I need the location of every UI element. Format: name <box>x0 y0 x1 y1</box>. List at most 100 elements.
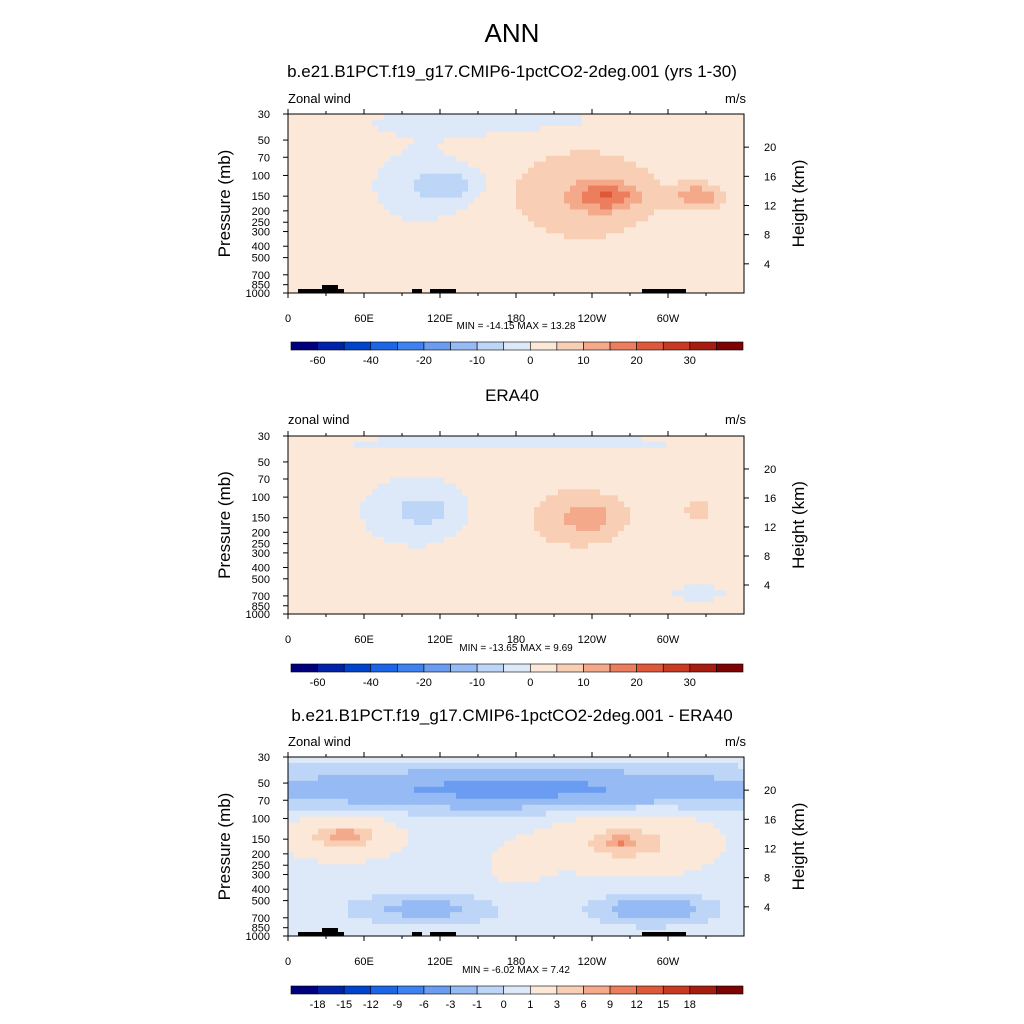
field-cell <box>510 215 517 222</box>
field-cell <box>570 119 577 127</box>
field-cell <box>720 221 727 228</box>
field-cell <box>576 495 583 502</box>
field-cell <box>294 167 301 175</box>
field-cell <box>516 191 523 199</box>
field-cell <box>624 275 631 282</box>
field-cell <box>696 227 703 234</box>
field-cell <box>426 114 433 121</box>
field-cell <box>684 221 691 228</box>
field-cell <box>318 143 325 151</box>
field-cell <box>474 436 481 443</box>
field-cell <box>318 602 325 609</box>
field-cell <box>558 185 565 193</box>
field-cell <box>654 143 661 151</box>
field-cell <box>630 596 637 603</box>
y-tick-label: 50 <box>258 457 270 469</box>
field-cell <box>726 149 733 157</box>
field-cell <box>600 584 607 591</box>
field-cell <box>624 495 631 502</box>
field-cell <box>582 257 589 264</box>
field-cell <box>294 114 301 121</box>
field-cell <box>648 125 655 133</box>
field-cell <box>318 757 325 764</box>
field-cell <box>654 155 661 163</box>
field-cell <box>630 149 637 157</box>
field-cell <box>384 191 391 199</box>
field-cell <box>636 197 643 205</box>
field-cell <box>540 215 547 222</box>
field-cell <box>606 179 613 187</box>
field-cell <box>648 542 655 550</box>
field-cell <box>312 131 319 139</box>
field-cell <box>438 185 445 193</box>
field-cell <box>468 572 475 579</box>
field-cell <box>558 453 565 461</box>
field-cell <box>372 245 379 252</box>
field-cell <box>660 191 667 199</box>
field-cell <box>594 221 601 228</box>
field-cell <box>564 257 571 264</box>
field-cell <box>708 762 715 770</box>
field-cell <box>318 179 325 187</box>
field-cell <box>480 149 487 157</box>
field-cell <box>636 525 643 532</box>
field-cell <box>384 281 391 288</box>
field-cell <box>732 768 739 776</box>
field-cell <box>318 197 325 205</box>
field-cell <box>612 137 619 145</box>
field-cell <box>594 161 601 169</box>
field-cell <box>408 525 415 532</box>
field-cell <box>288 584 295 591</box>
field-cell <box>390 477 397 485</box>
field-cell <box>360 227 367 234</box>
field-cell <box>696 203 703 211</box>
field-cell <box>348 143 355 151</box>
field-cell <box>318 131 325 139</box>
field-cell <box>534 179 541 187</box>
field-cell <box>312 114 319 121</box>
field-cell <box>468 554 475 562</box>
field-cell <box>378 459 385 467</box>
field-cell <box>708 137 715 145</box>
field-cell <box>414 125 421 133</box>
field-cell <box>396 465 403 473</box>
field-cell <box>696 608 703 615</box>
field-cell <box>408 131 415 139</box>
field-cell <box>414 471 421 479</box>
field-cell <box>438 221 445 228</box>
field-cell <box>738 263 745 270</box>
field-cell <box>396 287 403 294</box>
field-cell <box>510 281 517 288</box>
field-cell <box>678 489 685 496</box>
field-cell <box>396 179 403 187</box>
field-cell <box>636 203 643 211</box>
field-cell <box>336 560 343 568</box>
field-cell <box>402 251 409 258</box>
field-cell <box>414 239 421 246</box>
field-cell <box>600 507 607 514</box>
field-cell <box>330 548 337 556</box>
field-cell <box>426 119 433 127</box>
field-cell <box>522 203 529 211</box>
field-cell <box>558 489 565 496</box>
field-cell <box>534 519 541 526</box>
field-cell <box>714 119 721 127</box>
field-cell <box>330 125 337 133</box>
field-cell <box>540 125 547 133</box>
field-cell <box>696 530 703 538</box>
field-cell <box>654 203 661 211</box>
field-cell <box>354 507 361 514</box>
field-cell <box>648 203 655 211</box>
field-cell <box>414 251 421 258</box>
field-cell <box>660 459 667 467</box>
field-cell <box>420 459 427 467</box>
field-cell <box>438 114 445 121</box>
field-cell <box>534 459 541 467</box>
field-cell <box>318 768 325 776</box>
field-cell <box>390 221 397 228</box>
field-cell <box>330 441 337 449</box>
field-cell <box>732 536 739 544</box>
field-cell <box>738 441 745 449</box>
field-cell <box>612 173 619 181</box>
field-cell <box>324 239 331 246</box>
